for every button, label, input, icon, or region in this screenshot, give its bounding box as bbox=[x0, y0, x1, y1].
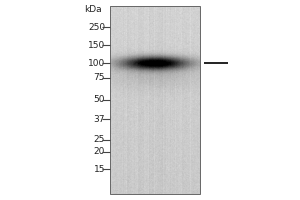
Text: 250: 250 bbox=[88, 22, 105, 31]
Text: 15: 15 bbox=[94, 164, 105, 173]
Text: 100: 100 bbox=[88, 58, 105, 68]
Text: 150: 150 bbox=[88, 40, 105, 49]
Text: 20: 20 bbox=[94, 148, 105, 156]
Bar bbox=[110, 6, 200, 194]
Text: 37: 37 bbox=[94, 114, 105, 123]
Text: kDa: kDa bbox=[84, 4, 102, 14]
Text: 25: 25 bbox=[94, 136, 105, 144]
Text: 50: 50 bbox=[94, 96, 105, 104]
Text: 75: 75 bbox=[94, 73, 105, 82]
